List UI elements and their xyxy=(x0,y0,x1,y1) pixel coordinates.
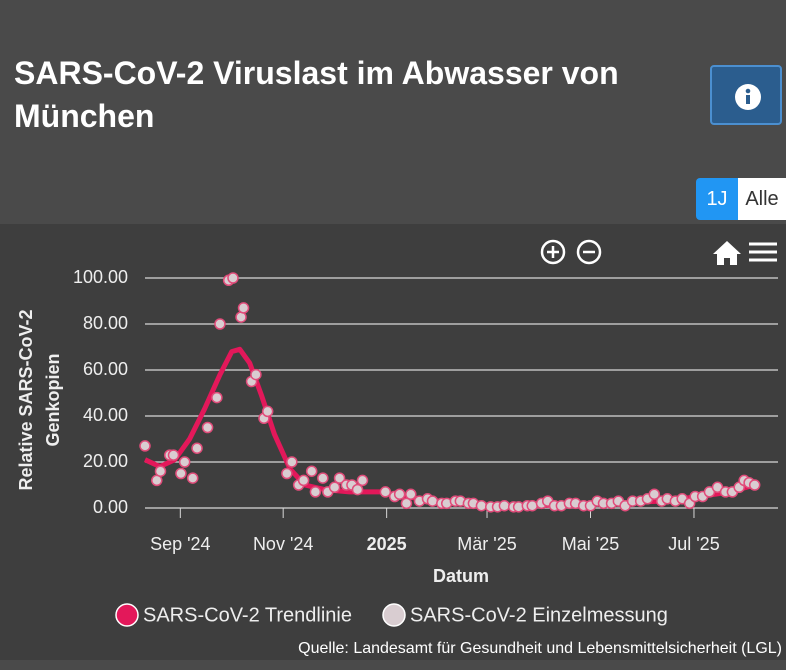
legend-label: SARS-CoV-2 Trendlinie xyxy=(143,604,352,626)
measurement-point xyxy=(235,311,247,323)
legend-label: SARS-CoV-2 Einzelmessung xyxy=(410,604,668,626)
measurement-point xyxy=(379,486,392,498)
measurement-point xyxy=(317,472,329,484)
zoom-out[interactable] xyxy=(576,239,602,265)
measurement-point xyxy=(186,472,199,484)
measurement-point xyxy=(426,495,439,507)
y-tick-label: 0.00 xyxy=(93,497,128,517)
y-axis-title: Relative SARS-CoV-2 xyxy=(16,309,36,490)
measurement-point xyxy=(139,440,151,452)
measurement-point xyxy=(211,391,223,404)
y-tick-label: 40.00 xyxy=(83,405,128,425)
measurement-point xyxy=(237,302,250,314)
measurement-point xyxy=(748,479,761,491)
trend-line xyxy=(143,346,756,509)
measurement-point xyxy=(475,499,488,512)
y-axis-title: Genkopien xyxy=(43,353,63,446)
x-tick-label: 2025 xyxy=(367,534,407,554)
x-tick-label: Nov '24 xyxy=(253,534,313,554)
measurement-point xyxy=(154,465,167,477)
x-tick-label: Jul '25 xyxy=(668,534,719,554)
x-tick-label: Mär '25 xyxy=(457,534,516,554)
info-button[interactable] xyxy=(710,65,782,125)
measurement-point xyxy=(261,405,274,418)
measurement-point xyxy=(356,474,369,487)
measurement-point xyxy=(175,467,187,480)
y-tick-label: 20.00 xyxy=(83,451,128,471)
zoom-in[interactable] xyxy=(540,239,566,265)
measurement-point xyxy=(328,481,341,494)
x-tick-label: Sep '24 xyxy=(150,534,211,554)
y-tick-label: 100.00 xyxy=(73,267,128,287)
range-button[interactable]: Alle xyxy=(738,178,786,220)
range-button[interactable]: 1J xyxy=(696,178,738,220)
measurement-point xyxy=(526,499,539,512)
measurement-point xyxy=(214,318,226,330)
measurement-point xyxy=(405,488,417,500)
measurement-point xyxy=(227,272,239,284)
page-title: SARS-CoV-2 Viruslast im Abwasser von Mün… xyxy=(14,55,619,134)
measurement-point xyxy=(286,456,298,468)
x-axis-title: Datum xyxy=(433,566,489,586)
source: Quelle: Landesamt für Gesundheit und Leb… xyxy=(298,640,782,657)
measurement-point xyxy=(201,421,214,434)
legend-marker xyxy=(382,603,406,627)
measurement-point xyxy=(333,472,346,484)
measurement-point xyxy=(191,442,203,454)
y-tick-label: 60.00 xyxy=(83,359,128,379)
measurement-point xyxy=(400,497,413,510)
measurement-point xyxy=(178,456,191,468)
legend-marker xyxy=(115,603,139,627)
home-icon[interactable] xyxy=(713,241,741,265)
measurement-point xyxy=(351,483,364,496)
measurement-point xyxy=(250,368,262,381)
menu-icon[interactable] xyxy=(749,242,777,262)
measurement-point xyxy=(305,465,318,477)
chart-panel xyxy=(0,224,786,660)
measurement-point xyxy=(297,474,310,487)
measurement-point xyxy=(648,488,661,500)
measurement-point xyxy=(393,488,406,500)
info-icon xyxy=(735,84,761,110)
y-tick-label: 80.00 xyxy=(83,313,128,333)
measurement-point xyxy=(281,467,293,480)
measurement-point xyxy=(167,449,180,461)
x-tick-label: Mai '25 xyxy=(562,534,619,554)
measurement-point xyxy=(309,486,322,498)
measurement-point xyxy=(498,499,511,512)
